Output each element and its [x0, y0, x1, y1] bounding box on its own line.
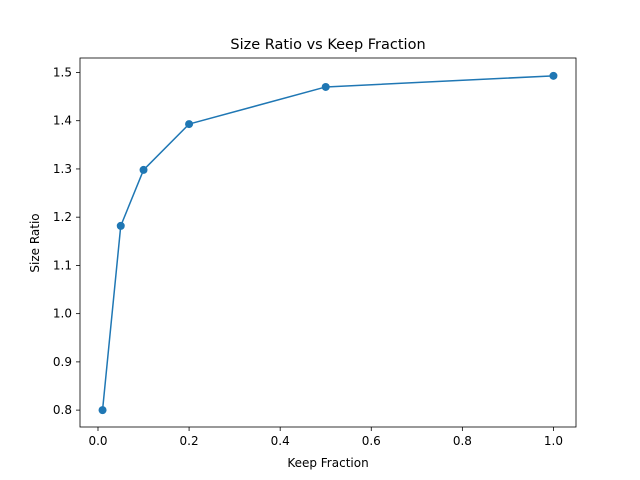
y-tick-label: 1.5 — [53, 65, 72, 79]
y-tick-label: 1.4 — [53, 114, 72, 128]
axes-frame — [79, 57, 577, 428]
y-tick-label: 1.2 — [53, 210, 72, 224]
y-tick-label: 0.8 — [53, 403, 72, 417]
y-tick-label: 1.0 — [53, 307, 72, 321]
data-point — [139, 165, 148, 174]
y-axis: 0.8 0.9 1.0 1.1 1.2 1.3 1.4 1.5 — [53, 65, 80, 417]
x-axis: 0.0 0.2 0.4 0.6 0.8 1.0 — [88, 427, 563, 448]
plot-area — [79, 57, 577, 428]
data-point — [185, 120, 194, 129]
data-point — [98, 406, 107, 415]
x-tick-label: 0.6 — [362, 434, 381, 448]
series-line — [101, 75, 554, 411]
x-tick-label: 0.4 — [271, 434, 290, 448]
x-tick-label: 0.2 — [180, 434, 199, 448]
data-point — [321, 82, 330, 91]
y-tick-label: 1.3 — [53, 162, 72, 176]
data-point — [116, 221, 125, 230]
y-tick-label: 1.1 — [53, 258, 72, 272]
x-tick-label: 0.8 — [453, 434, 472, 448]
data-point — [549, 71, 558, 80]
x-tick-label: 0.0 — [88, 434, 107, 448]
y-axis-label: Size Ratio — [28, 213, 42, 272]
x-tick-label: 1.0 — [544, 434, 563, 448]
x-axis-label: Keep Fraction — [287, 456, 368, 470]
chart-title: Size Ratio vs Keep Fraction — [230, 37, 425, 53]
y-tick-label: 0.9 — [53, 355, 72, 369]
